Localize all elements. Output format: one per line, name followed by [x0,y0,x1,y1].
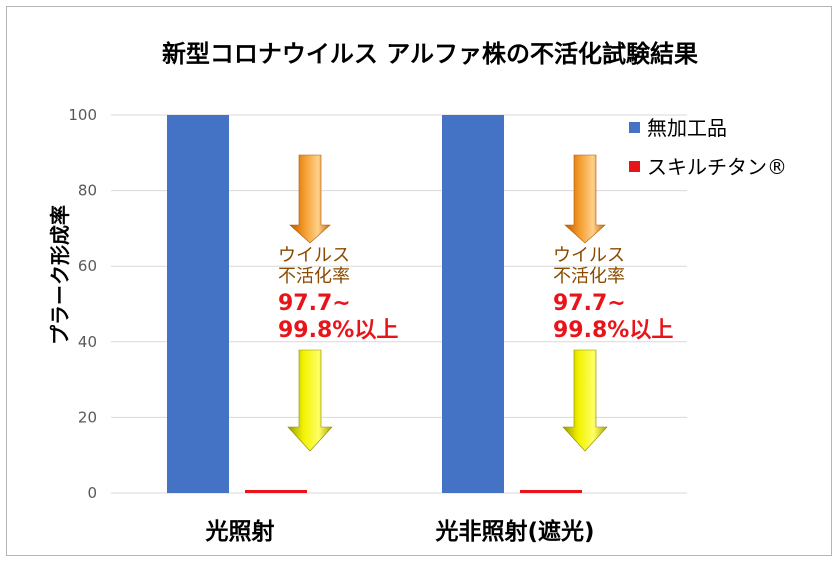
y-axis-label: プラーク形成率 [48,205,72,345]
arrow-upper-segment [289,154,331,244]
chart-svg: 新型コロナウイルス アルファ株の不活化試験結果 プラーク形成率 0 20 40 60 8… [48,40,787,545]
annotation-label: ウイルス [553,245,625,266]
arrow-lower-segment [562,349,608,452]
annotation-value: 99.8%以上 [278,318,398,343]
annotation-value: 97.7~ [278,291,351,316]
x-category-label: 光照射 [205,518,275,545]
arrow-layer [287,154,608,452]
annotation-label: ウイルス [278,245,350,266]
arrow-lower-segment [287,349,333,452]
bar-layer [167,115,582,493]
y-tick-label: 80 [78,182,97,200]
legend-swatch [629,161,640,172]
bar-untreated [167,115,229,493]
legend-label: 無加工品 [647,116,727,140]
bar-skill-titan [520,489,582,493]
legend-swatch [629,122,640,133]
x-category-label: 光非照射(遮光) [434,518,594,545]
bar-untreated [442,115,504,493]
y-tick-label: 60 [78,257,97,275]
chart-frame: 新型コロナウイルス アルファ株の不活化試験結果 プラーク形成率 0 20 40 60 8… [6,6,832,556]
bar-skill-titan [245,489,307,493]
legend-label: スキルチタン® [647,155,787,179]
annotation-value: 97.7~ [553,291,626,316]
chart-title: 新型コロナウイルス アルファ株の不活化試験結果 [162,40,698,68]
y-tick-label: 100 [68,106,97,124]
arrow-upper-segment [564,154,606,244]
annotation-label: 不活化率 [553,266,625,287]
y-tick-label: 0 [87,484,97,502]
y-tick-label: 20 [78,408,97,426]
annotation-value: 99.8%以上 [553,318,673,343]
annotation-label: 不活化率 [278,266,350,287]
y-tick-label: 40 [78,333,97,351]
category-layer: 光照射 光非照射(遮光) [205,518,595,545]
